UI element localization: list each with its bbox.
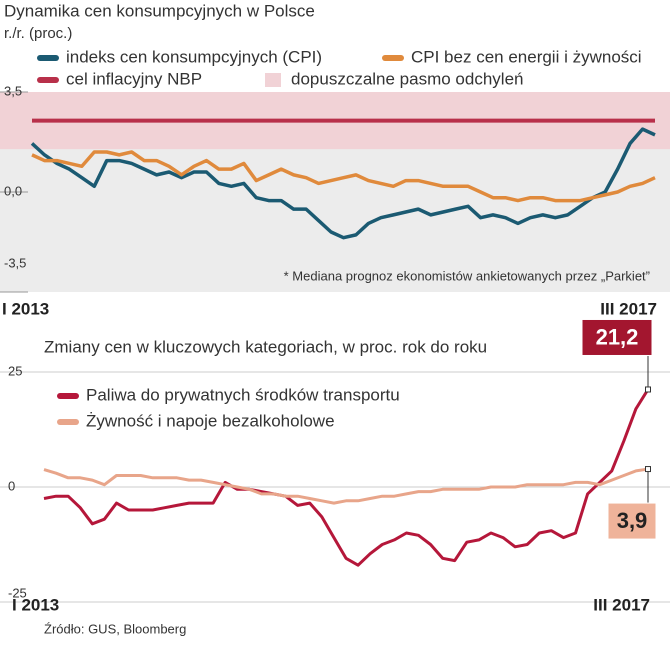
legend-label: Paliwa do prywatnych środków transportu bbox=[86, 385, 400, 404]
y-tick-label: 0,0 bbox=[4, 183, 22, 198]
line bbox=[43, 467, 649, 505]
point-marker bbox=[645, 386, 651, 393]
line bbox=[30, 127, 656, 240]
y-tick-label: -25 bbox=[8, 585, 27, 600]
chart-title: Zmiany cen w kluczowych kategoriach, w p… bbox=[44, 337, 487, 356]
value-label: 21,2 bbox=[596, 324, 639, 349]
legend-label: CPI bez cen energii i żywności bbox=[411, 47, 642, 66]
x-tick-label: I 2013 bbox=[2, 299, 49, 318]
x-tick-label: I 2013 bbox=[12, 595, 59, 614]
source: Źródło: GUS, Bloomberg bbox=[44, 621, 186, 636]
legend-label: cel inflacyjny NBP bbox=[66, 69, 202, 88]
chart-title: Dynamika cen konsumpcyjnych w Polsce bbox=[4, 1, 315, 20]
value-label: 3,9 bbox=[617, 508, 648, 533]
annotation: * Mediana prognoz ekonomistów ankietowan… bbox=[284, 268, 650, 283]
legend-swatch bbox=[265, 73, 281, 87]
y-tick-label: -3,5 bbox=[4, 255, 26, 270]
y-tick-label: 25 bbox=[8, 363, 22, 378]
chart-subtitle: r./r. (proc.) bbox=[4, 25, 72, 42]
legend-label: Żywność i napoje bezalkoholowe bbox=[86, 411, 335, 430]
line bbox=[31, 150, 656, 203]
y-tick-label: 3,5 bbox=[4, 83, 22, 98]
legend-label: indeks cen konsumpcyjnych (CPI) bbox=[66, 47, 322, 66]
x-tick-label: III 2017 bbox=[600, 299, 657, 318]
line bbox=[43, 388, 650, 567]
label-box bbox=[581, 318, 653, 356]
label-box bbox=[607, 502, 657, 540]
legend-label: dopuszczalne pasmo odchyleń bbox=[291, 69, 523, 88]
y-tick-label: 0 bbox=[8, 478, 15, 493]
point-marker bbox=[645, 466, 651, 473]
x-tick-label: III 2017 bbox=[593, 595, 650, 614]
